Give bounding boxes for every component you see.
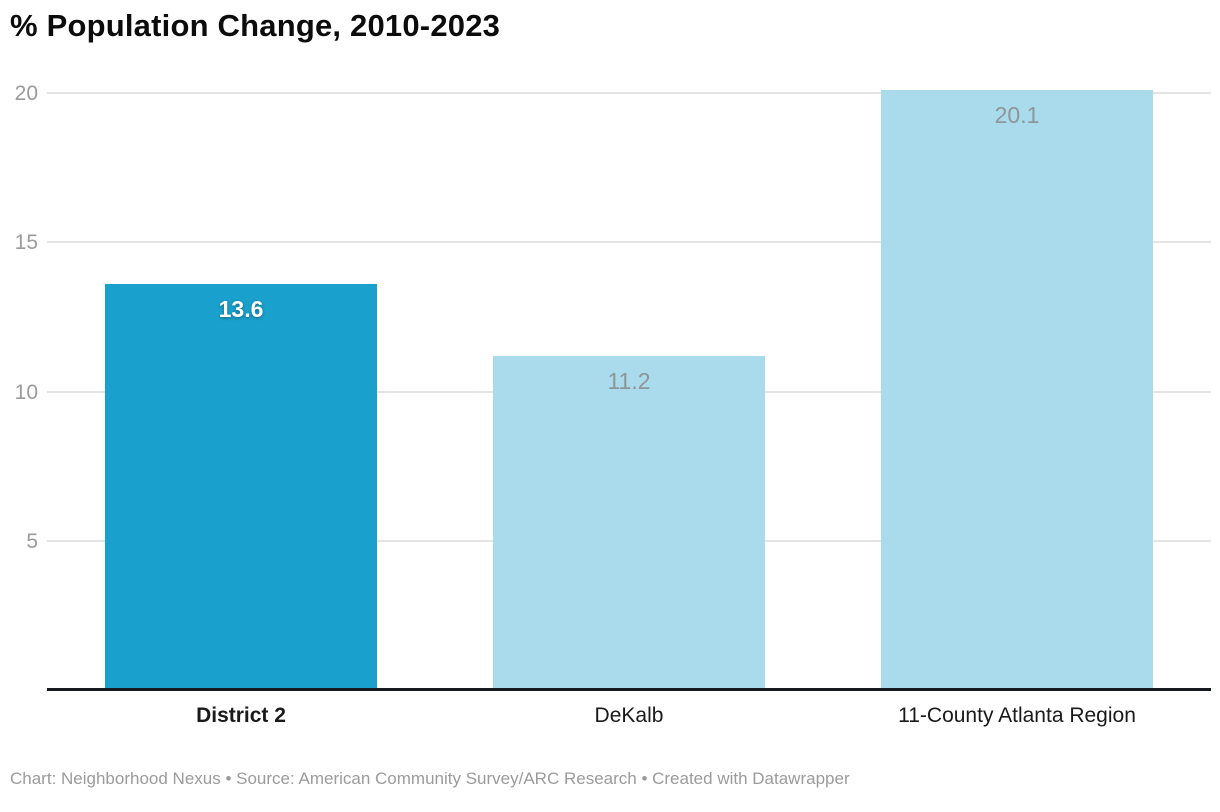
bar-11-county-atlanta-region: 20.1 <box>881 90 1153 690</box>
x-axis-category-label: DeKalb <box>594 704 664 727</box>
bar-value-label: 13.6 <box>218 296 264 322</box>
y-axis-tick-label: 5 <box>26 529 38 553</box>
gridline-y-20 <box>47 92 1211 94</box>
bar-value-label: 11.2 <box>607 368 651 394</box>
x-axis-category-label: 11-County Atlanta Region <box>898 704 1136 727</box>
gridline-y-15 <box>47 241 1211 244</box>
y-axis-tick-label: 20 <box>14 82 38 105</box>
bar-value-label: 20.1 <box>994 102 1040 128</box>
chart-title: % Population Change, 2010-2023 <box>10 8 501 43</box>
x-axis-line <box>47 688 1211 691</box>
x-axis-category-label: District 2 <box>196 704 286 727</box>
bar-district-2: 13.6 <box>105 284 377 690</box>
chart-footer: Chart: Neighborhood Nexus • Source: Amer… <box>10 769 850 788</box>
y-axis-tick-label: 15 <box>14 231 38 255</box>
bar-dekalb: 11.2 <box>493 356 765 690</box>
y-axis-tick-label: 10 <box>14 380 38 404</box>
